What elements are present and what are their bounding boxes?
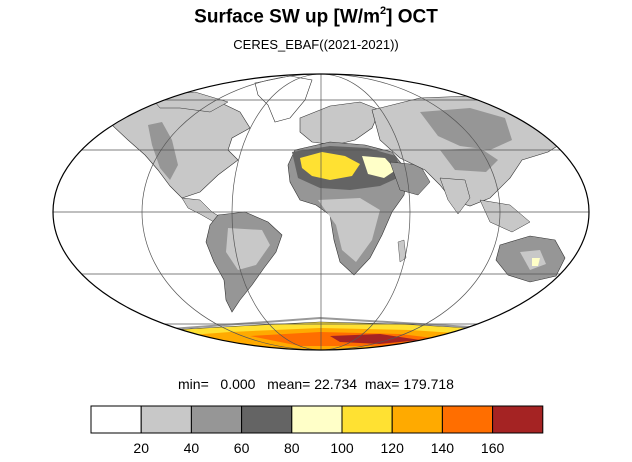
south-america-interior — [226, 228, 270, 270]
legend-label-160: 160 — [481, 440, 505, 456]
africa-savanna — [318, 198, 380, 262]
plot-subtitle: CERES_EBAF((2021-2021)) — [233, 37, 399, 52]
legend-box-3 — [241, 405, 293, 434]
graticule — [53, 74, 589, 350]
title-superscript: 2 — [379, 5, 387, 17]
legend-box-7 — [441, 405, 494, 434]
legend-boxes — [90, 405, 544, 434]
asia-plateau — [420, 108, 512, 150]
sahara-pale — [362, 156, 396, 178]
mean-label: mean= — [267, 376, 311, 392]
india — [439, 177, 471, 215]
antarctica-peak — [330, 334, 420, 344]
legend-label-140: 140 — [431, 440, 455, 456]
plot-title: Surface SW up [W/m2] OCT — [0, 5, 632, 28]
north-america-rockies — [148, 122, 178, 180]
legend-label-120: 120 — [381, 440, 405, 456]
legend-label-80: 80 — [284, 440, 300, 456]
legend-box-5 — [341, 405, 393, 434]
min-label: min= — [178, 376, 209, 392]
legend-label-100: 100 — [330, 440, 354, 456]
title-text: Surface SW up [W/m — [194, 6, 380, 28]
mean-value: 22.734 — [314, 376, 358, 392]
europe — [299, 101, 381, 146]
madagascar — [397, 239, 407, 263]
stats-line: min= 0.000 mean= 22.734 max= 179.718 — [0, 376, 632, 392]
max-label: max= — [364, 376, 400, 392]
globe-outline — [52, 73, 590, 351]
greenland — [254, 75, 313, 123]
legend-label-40: 40 — [184, 440, 200, 456]
title-suffix: ] OCT — [386, 6, 438, 28]
min-value: 0.000 — [220, 376, 256, 392]
legend-box-6 — [391, 405, 443, 434]
legend-box-0 — [90, 405, 142, 434]
australia-bright — [532, 258, 540, 266]
max-value: 179.718 — [403, 376, 454, 392]
legend-box-2 — [190, 405, 243, 434]
legend-label-20: 20 — [133, 440, 149, 456]
legend-label-60: 60 — [234, 440, 250, 456]
legend-box-8 — [492, 405, 544, 434]
legend-box-4 — [291, 405, 343, 434]
antarctica-edge — [129, 316, 521, 333]
southeast-asia — [479, 199, 531, 233]
legend-box-1 — [140, 405, 192, 434]
legend-labels: 20 40 60 80 100 120 140 160 — [133, 440, 504, 456]
sahara-bright — [300, 152, 360, 180]
